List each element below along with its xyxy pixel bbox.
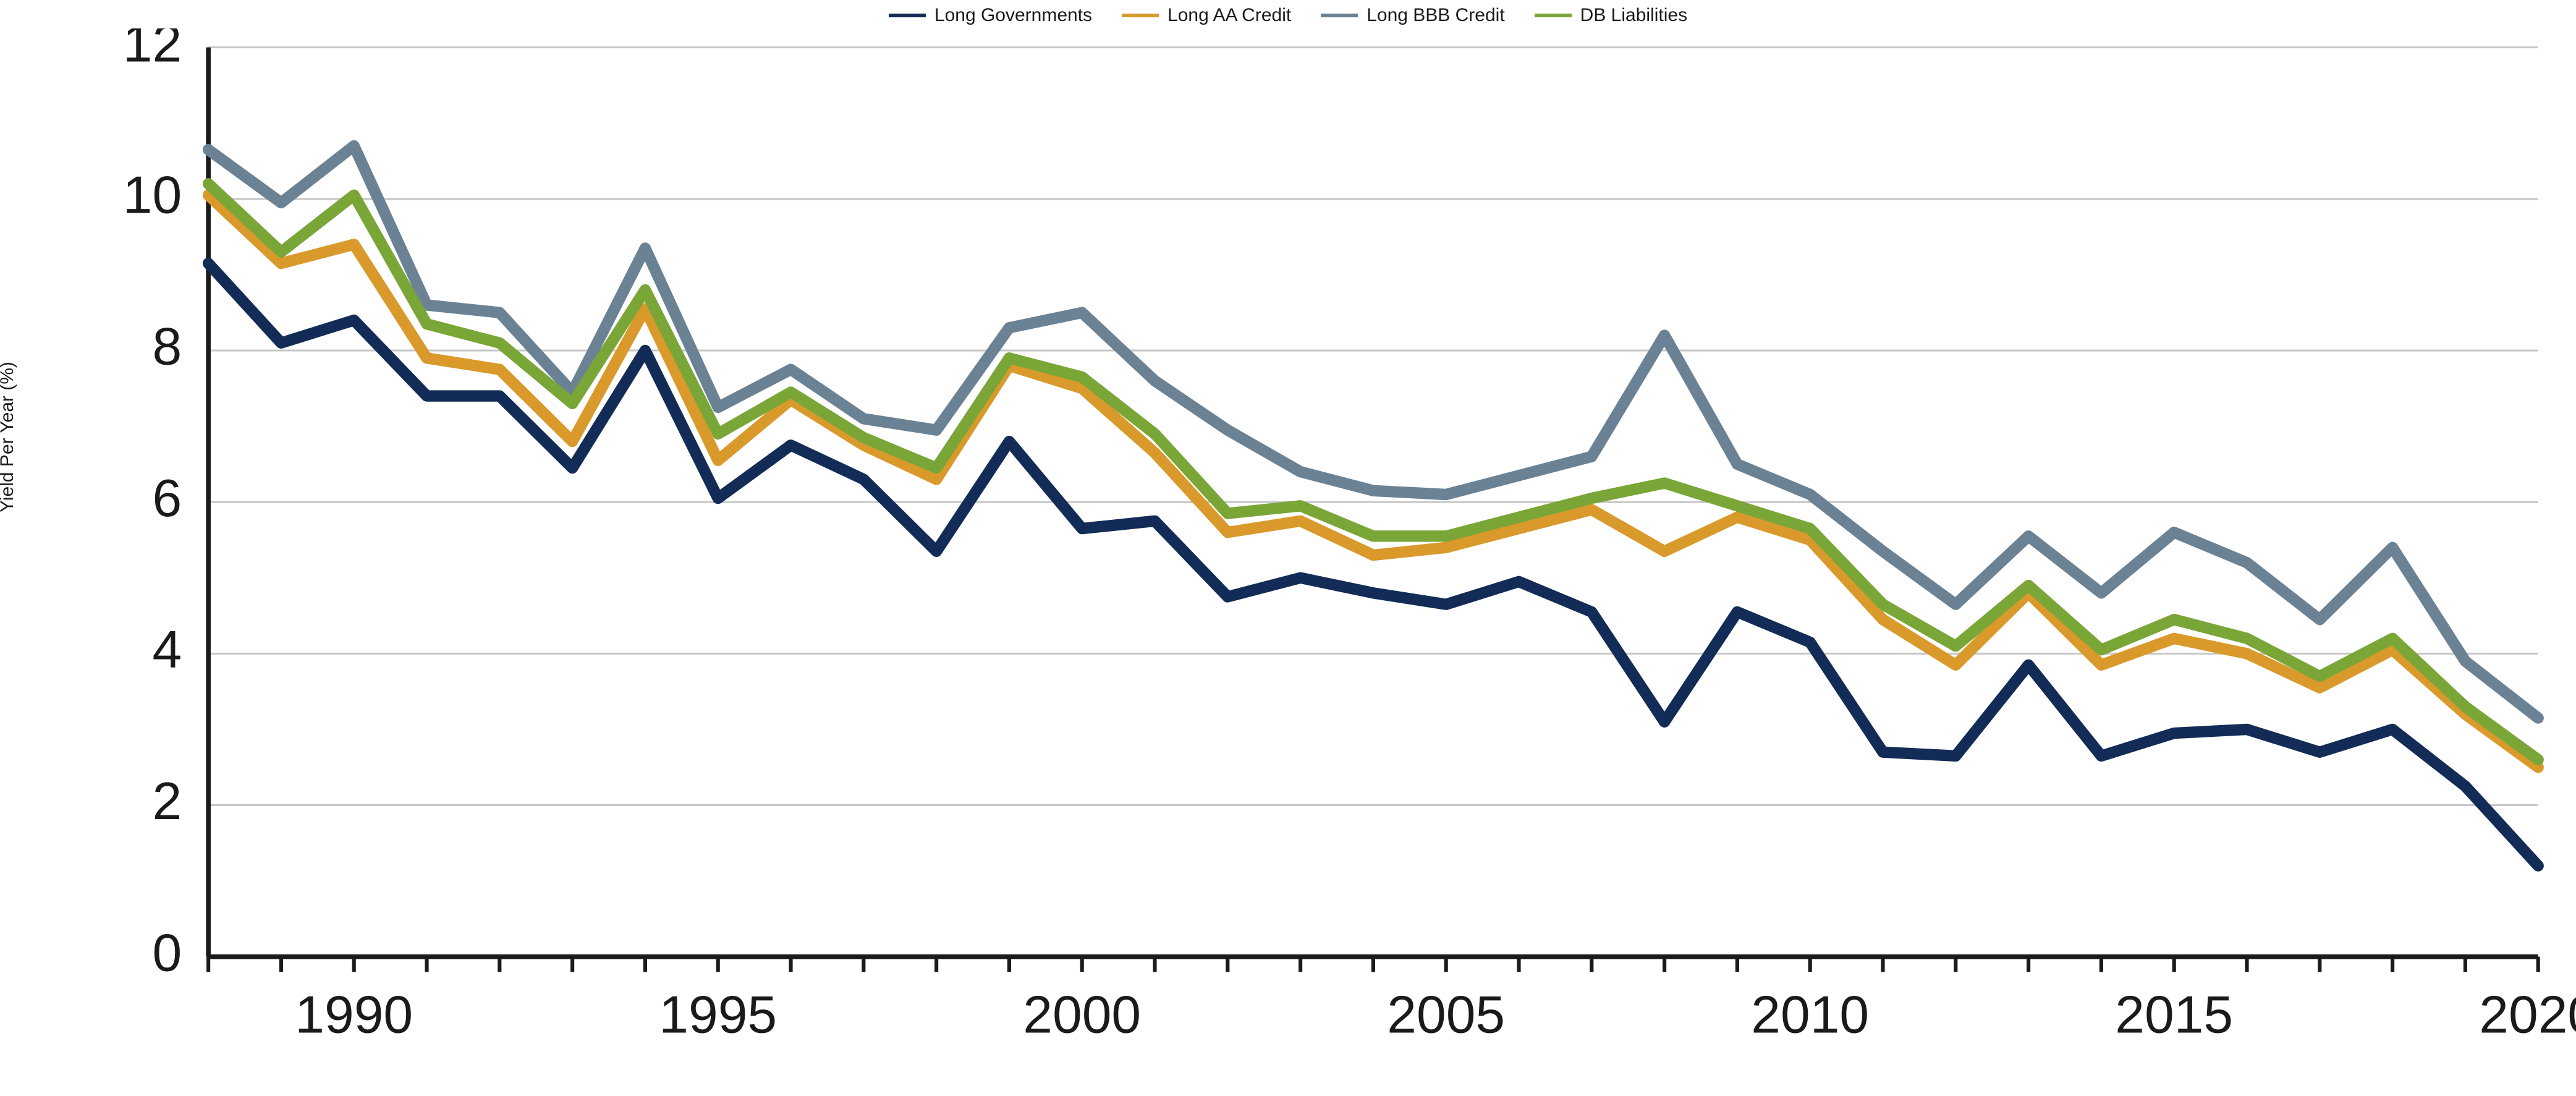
legend-swatch (1122, 14, 1159, 17)
legend-label: Long BBB Credit (1366, 5, 1504, 26)
legend-swatch (1321, 14, 1358, 17)
legend-item-db-liabilities: DB Liabilities (1535, 5, 1687, 26)
y-tick-label: 12 (123, 28, 182, 73)
x-tick-label: 2000 (1023, 985, 1141, 1044)
legend-swatch (1535, 14, 1572, 17)
x-tick-label: 2010 (1751, 985, 1869, 1044)
legend-label: DB Liabilities (1580, 5, 1687, 26)
y-axis-label: Yield Per Year (%) (0, 362, 18, 512)
y-tick-label: 10 (123, 165, 182, 224)
chart-plot-area: 0 2 4 6 8 10 12 1990 1995 2000 2005 2010 2015 2020 (0, 28, 2576, 1089)
series-long-governments (208, 263, 2538, 866)
legend: Long Governments Long AA Credit Long BBB C… (0, 0, 2576, 28)
series-db-liabilities (208, 184, 2538, 760)
x-tick-label: 1990 (295, 985, 413, 1044)
y-tick-label: 4 (152, 620, 182, 679)
legend-item-long-governments: Long Governments (889, 5, 1092, 26)
x-tick-label: 2005 (1387, 985, 1505, 1044)
yield-line-chart: Long Governments Long AA Credit Long BBB C… (0, 0, 2576, 1089)
legend-label: Long Governments (934, 5, 1092, 26)
x-tick-label: 1995 (659, 985, 777, 1044)
y-tick-label: 8 (152, 317, 182, 376)
x-tick-label: 2020 (2479, 985, 2576, 1044)
x-tick-label: 2015 (2115, 985, 2233, 1044)
y-tick-label: 2 (152, 771, 182, 831)
y-tick-label: 0 (152, 923, 182, 982)
legend-label: Long AA Credit (1167, 5, 1291, 26)
legend-swatch (889, 14, 926, 17)
legend-item-long-bbb-credit: Long BBB Credit (1321, 5, 1504, 26)
legend-item-long-aa-credit: Long AA Credit (1122, 5, 1291, 26)
series-long-aa-credit (208, 195, 2538, 768)
y-tick-label: 6 (152, 469, 182, 528)
